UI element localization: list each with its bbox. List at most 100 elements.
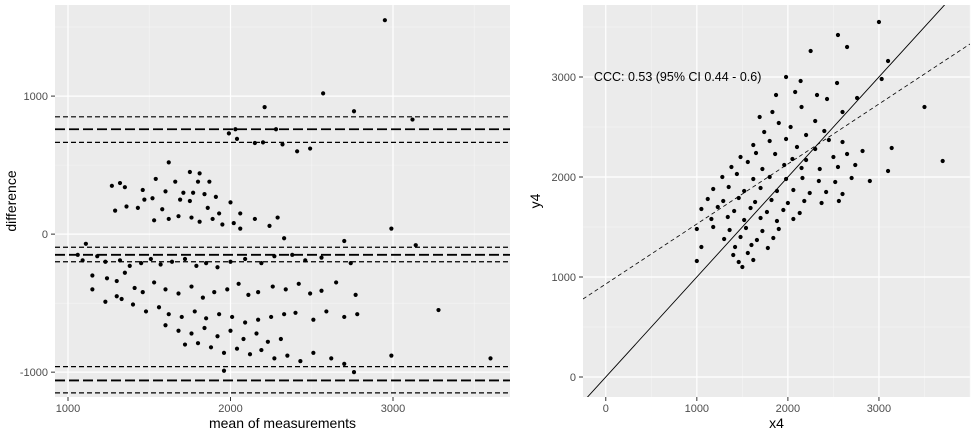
- data-point: [282, 312, 287, 317]
- x-axis-label: mean of measurements: [209, 415, 356, 431]
- data-point: [187, 169, 192, 175]
- data-point: [824, 96, 830, 102]
- data-point: [753, 199, 758, 205]
- data-point: [743, 225, 749, 231]
- data-point: [166, 216, 171, 222]
- data-point: [194, 263, 199, 268]
- data-point: [273, 127, 279, 132]
- data-point: [876, 19, 882, 25]
- data-point: [231, 220, 236, 226]
- data-point: [813, 118, 818, 124]
- data-point: [776, 226, 781, 232]
- data-point: [742, 217, 747, 223]
- data-point: [178, 197, 183, 202]
- data-point: [348, 261, 353, 266]
- data-point: [191, 190, 196, 195]
- data-point: [75, 252, 80, 257]
- data-point: [793, 89, 798, 95]
- data-point: [189, 331, 194, 336]
- data-point: [814, 92, 820, 98]
- data-point: [208, 345, 214, 350]
- data-point: [745, 159, 750, 165]
- data-point: [844, 44, 850, 50]
- y-tick-label: 3000: [552, 72, 576, 84]
- data-point: [764, 209, 770, 215]
- data-point: [736, 259, 741, 265]
- data-point: [319, 255, 324, 260]
- data-point: [889, 145, 894, 151]
- data-point: [758, 215, 763, 221]
- data-point: [726, 184, 731, 190]
- data-point: [867, 178, 872, 184]
- data-point: [127, 263, 132, 268]
- data-point: [783, 136, 789, 142]
- data-point: [770, 109, 775, 115]
- data-point: [922, 104, 927, 110]
- data-point: [285, 353, 290, 358]
- x-tick-label: 3000: [381, 403, 405, 415]
- data-point: [742, 188, 747, 194]
- data-point: [798, 78, 803, 84]
- data-point: [308, 146, 313, 151]
- data-point: [709, 216, 714, 222]
- data-point: [215, 265, 220, 270]
- y-tick-label: -1000: [20, 367, 48, 379]
- data-point: [765, 245, 770, 251]
- data-point: [166, 160, 171, 165]
- data-point: [140, 187, 145, 193]
- data-point: [114, 294, 119, 299]
- data-point: [83, 241, 88, 246]
- y-tick-label: 2000: [552, 172, 576, 184]
- data-point: [791, 216, 796, 222]
- data-point: [788, 124, 793, 130]
- data-point: [351, 370, 357, 375]
- data-point: [181, 190, 186, 195]
- data-point: [189, 215, 194, 220]
- data-point: [296, 281, 301, 286]
- data-point: [748, 205, 753, 211]
- data-point: [790, 156, 795, 162]
- data-point: [259, 261, 264, 266]
- data-point: [213, 194, 218, 199]
- data-point: [234, 346, 240, 351]
- data-point: [311, 317, 316, 322]
- data-point: [885, 168, 891, 174]
- data-point: [272, 254, 277, 259]
- data-point: [813, 146, 818, 152]
- data-point: [738, 234, 743, 240]
- data-point: [826, 137, 831, 143]
- data-point: [342, 314, 347, 320]
- data-point: [202, 191, 207, 197]
- data-point: [840, 139, 845, 145]
- data-point: [210, 216, 215, 222]
- data-point: [205, 205, 210, 211]
- data-point: [152, 280, 157, 285]
- data-point: [200, 295, 205, 300]
- x-tick-label: 2000: [218, 403, 242, 415]
- data-point: [342, 361, 347, 366]
- data-point: [835, 32, 841, 38]
- plot-area: [55, 18, 510, 394]
- data-point: [353, 292, 358, 297]
- data-point: [139, 261, 144, 266]
- data-point: [182, 342, 188, 347]
- data-point: [308, 291, 313, 296]
- data-point: [109, 183, 114, 188]
- data-point: [204, 261, 209, 266]
- data-point: [204, 316, 209, 321]
- data-point: [329, 356, 334, 361]
- data-point: [283, 287, 288, 292]
- data-point: [179, 314, 184, 320]
- data-point: [834, 80, 840, 86]
- data-point: [270, 284, 275, 289]
- y-tick-label: 0: [570, 372, 576, 384]
- data-point: [802, 198, 807, 204]
- data-point: [694, 258, 699, 264]
- data-point: [773, 92, 779, 98]
- data-point: [760, 166, 765, 172]
- data-point: [228, 328, 233, 333]
- data-point: [189, 284, 194, 289]
- data-point: [824, 189, 829, 195]
- data-point: [265, 339, 270, 344]
- data-point: [720, 174, 725, 180]
